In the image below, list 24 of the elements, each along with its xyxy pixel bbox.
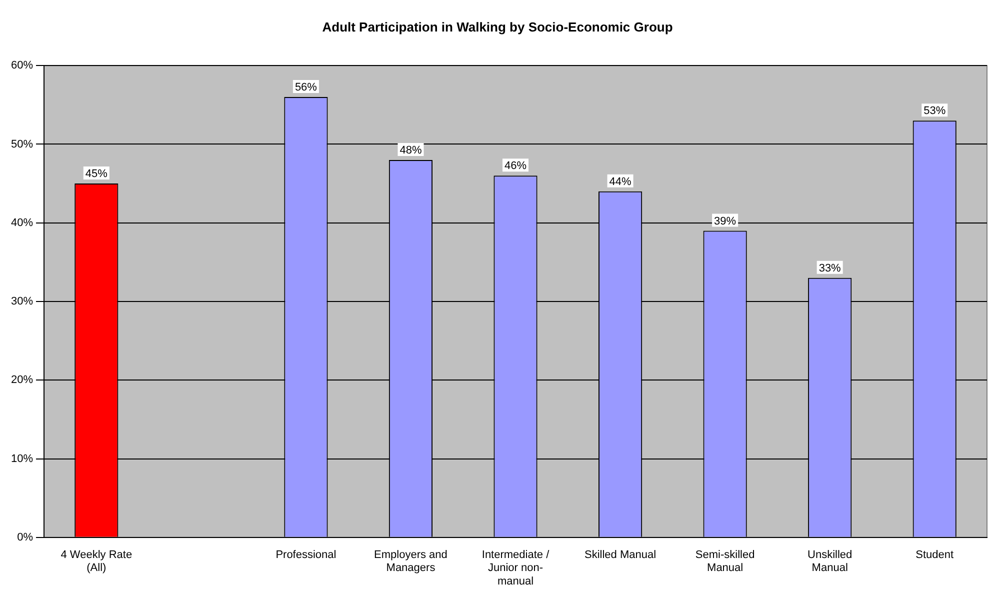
y-tick-label: 50% [10, 138, 34, 150]
y-tick-label: 0% [17, 531, 34, 544]
x-tick-label: Student [916, 549, 954, 562]
chart-title: Adult Participation in Walking by Socio-Economic Group [322, 19, 673, 34]
data-label: 53% [924, 105, 946, 118]
data-label: 39% [714, 215, 736, 228]
data-label: 56% [294, 82, 318, 94]
x-tick-label: Professional [276, 549, 336, 562]
x-tick-label: Intermediate / Junior non-manual [482, 549, 550, 588]
y-tick-label: 20% [10, 374, 34, 386]
x-tick-label: Skilled Manual [584, 549, 656, 562]
y-tick-label: 10% [10, 452, 34, 465]
x-tick-label: Unskilled Manual [808, 549, 852, 574]
data-label: 46% [504, 160, 527, 172]
data-label: 44% [609, 176, 632, 188]
x-tick-label: Employers and Managers [374, 549, 448, 574]
data-label: 33% [818, 262, 842, 274]
data-label: 48% [400, 144, 422, 156]
y-tick-label: 60% [10, 60, 34, 72]
y-tick-label: 30% [10, 296, 34, 308]
x-tick-label: Semi-skilled Manual [695, 549, 755, 574]
x-tick-label: 4 Weekly Rate (All) [60, 549, 132, 574]
y-tick-label: 40% [10, 216, 34, 229]
data-label: 45% [85, 168, 108, 180]
